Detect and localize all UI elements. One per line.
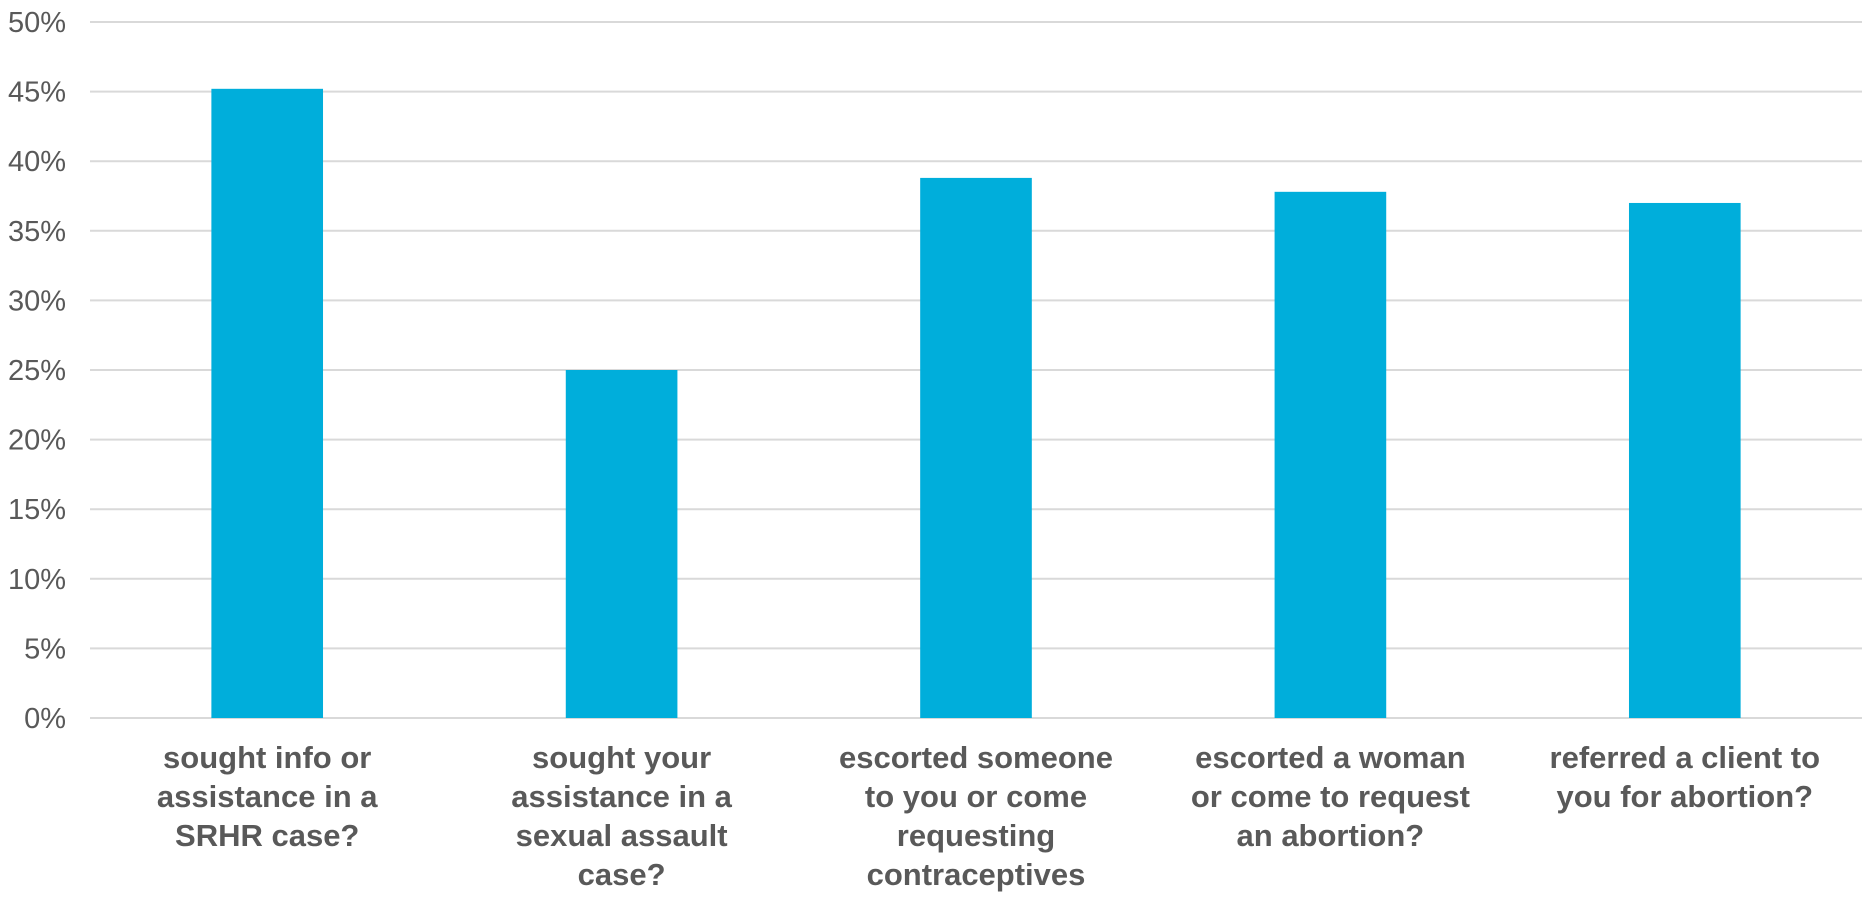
x-category-label-line: you for abortion?	[1557, 779, 1814, 814]
y-tick-label: 30%	[8, 285, 66, 317]
x-category-label-line: referred a client to	[1550, 740, 1820, 775]
x-category-label: referred a client to you for abortion?	[1550, 740, 1820, 814]
x-category-label-line: or come to request	[1191, 779, 1470, 814]
x-axis-category-labels: sought info or assistance in a SRHR case?s…	[157, 740, 1820, 892]
x-category-label-line: to you or come	[865, 779, 1087, 814]
x-category-label-line: an abortion?	[1237, 818, 1425, 853]
x-category-label-line: contraceptives	[867, 857, 1086, 892]
y-tick-label: 40%	[8, 146, 66, 178]
x-category-label-line: sought your	[532, 740, 711, 775]
x-category-label: escorted a woman or come to request an abo…	[1191, 740, 1470, 853]
bar-1	[565, 370, 678, 718]
bars	[211, 88, 1741, 719]
y-tick-label: 20%	[8, 425, 66, 457]
x-category-label-line: escorted someone	[839, 740, 1113, 775]
bar-3	[1274, 191, 1387, 719]
bar-2	[920, 177, 1032, 719]
x-category-label-line: sexual assault	[516, 818, 728, 853]
x-category-label-line: SRHR case?	[175, 818, 359, 853]
x-category-label-line: case?	[578, 857, 666, 892]
y-tick-label: 5%	[24, 633, 66, 665]
bar-4	[1628, 202, 1741, 718]
y-tick-label: 45%	[8, 77, 66, 109]
y-tick-label: 35%	[8, 216, 66, 248]
x-category-label-line: requesting	[897, 818, 1055, 853]
x-category-label: sought info or assistance in a SRHR case?	[157, 740, 378, 853]
y-tick-label: 0%	[24, 703, 66, 735]
y-tick-label: 10%	[8, 564, 66, 596]
y-axis-tick-labels: 0% 5% 10% 15% 20% 25% 30% 35% 40% 45% 50%	[8, 7, 66, 735]
x-category-label: sought your assistance in a sexual assault…	[511, 740, 732, 892]
x-category-label: escorted someone to you or come requesting…	[839, 740, 1113, 892]
x-category-label-line: sought info or	[163, 740, 371, 775]
y-tick-label: 25%	[8, 355, 66, 387]
x-category-label-line: escorted a woman	[1195, 740, 1465, 775]
x-category-label-line: assistance in a	[511, 779, 732, 814]
y-tick-label: 15%	[8, 494, 66, 526]
x-category-label-line: assistance in a	[157, 779, 378, 814]
bar-0	[211, 88, 324, 719]
y-tick-label: 50%	[8, 7, 66, 39]
